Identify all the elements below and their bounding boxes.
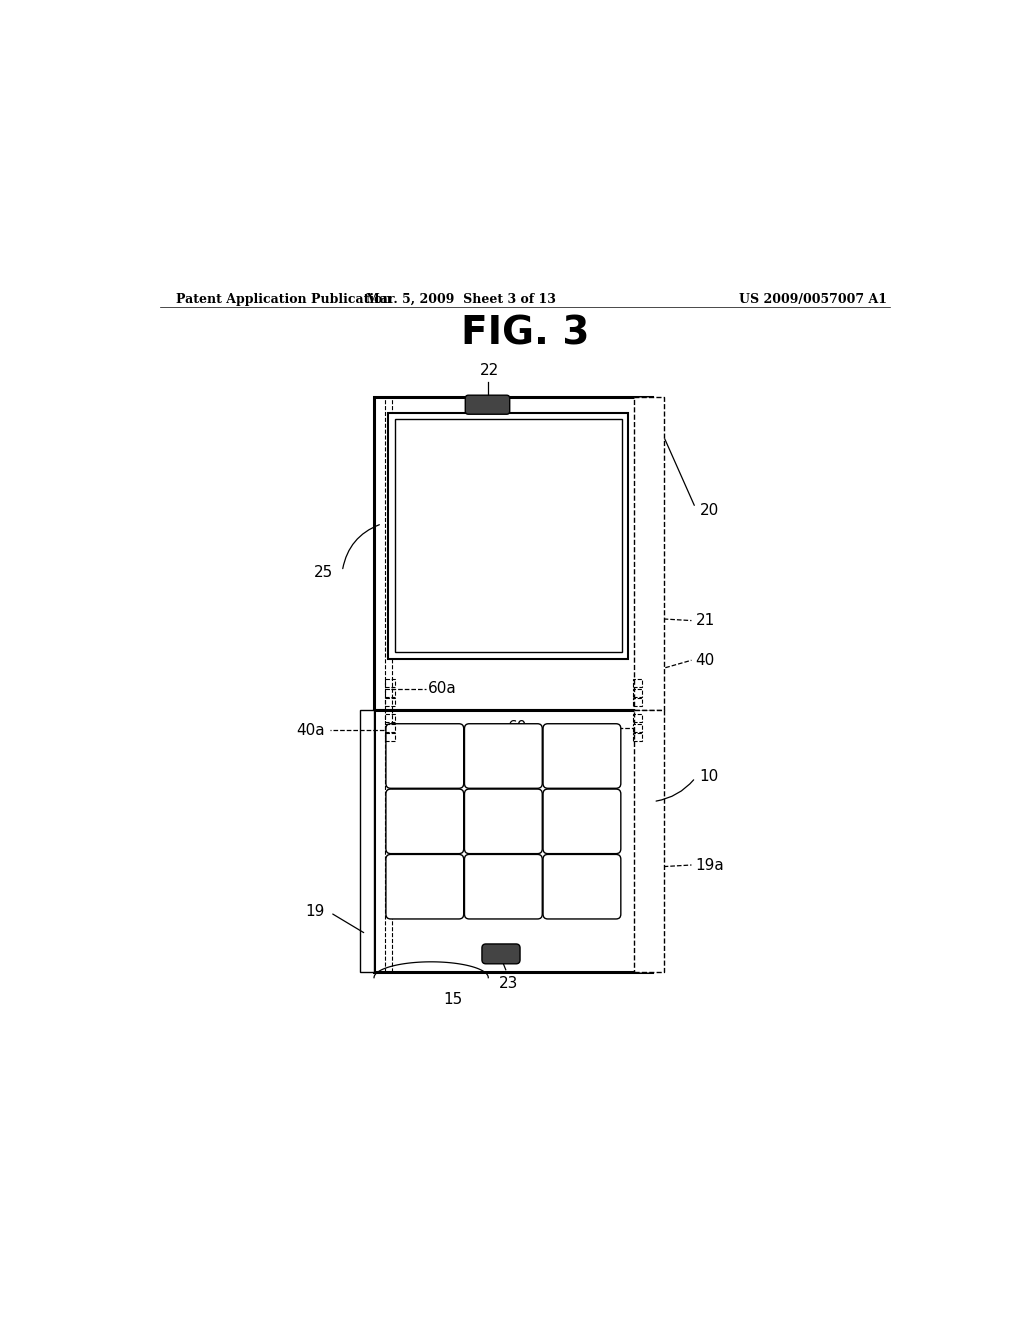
Text: 21: 21 (695, 612, 715, 628)
Text: Mar. 5, 2009  Sheet 3 of 13: Mar. 5, 2009 Sheet 3 of 13 (367, 293, 556, 306)
Bar (633, 734, 642, 742)
Bar (385, 714, 394, 722)
Text: 19a: 19a (695, 858, 724, 873)
Text: 60a: 60a (428, 681, 457, 697)
Bar (633, 714, 642, 722)
FancyBboxPatch shape (465, 395, 510, 414)
Bar (633, 689, 642, 697)
Bar (633, 680, 642, 688)
FancyBboxPatch shape (543, 789, 621, 854)
FancyBboxPatch shape (482, 944, 520, 964)
Text: US 2009/0057007 A1: US 2009/0057007 A1 (739, 293, 887, 306)
Text: 40a: 40a (296, 722, 325, 738)
Text: 19: 19 (305, 903, 325, 919)
Bar (359, 710, 374, 972)
Text: 20: 20 (699, 503, 719, 517)
Bar (385, 698, 394, 706)
Text: Patent Application Publication: Patent Application Publication (176, 293, 391, 306)
Bar (385, 680, 394, 688)
Text: 23: 23 (500, 975, 518, 991)
FancyBboxPatch shape (543, 854, 621, 919)
Text: 15: 15 (443, 991, 463, 1007)
Bar (385, 689, 394, 697)
Text: 40: 40 (695, 653, 715, 668)
Bar (633, 698, 642, 706)
Text: 22: 22 (480, 363, 500, 378)
FancyBboxPatch shape (465, 854, 543, 919)
Bar (385, 734, 394, 742)
Bar (633, 723, 642, 731)
Text: FIG. 3: FIG. 3 (461, 314, 589, 352)
Text: 10: 10 (699, 768, 719, 784)
FancyBboxPatch shape (386, 723, 464, 788)
Bar (385, 723, 394, 731)
Bar (634, 397, 664, 710)
Bar (634, 710, 664, 972)
Bar (374, 710, 652, 972)
Text: 60: 60 (508, 721, 527, 735)
Bar (394, 418, 622, 652)
FancyBboxPatch shape (386, 789, 464, 854)
FancyBboxPatch shape (465, 723, 543, 788)
FancyBboxPatch shape (465, 789, 543, 854)
FancyBboxPatch shape (543, 723, 621, 788)
Bar (374, 397, 652, 710)
Bar (388, 413, 628, 659)
FancyBboxPatch shape (386, 854, 464, 919)
Text: 25: 25 (313, 565, 333, 581)
